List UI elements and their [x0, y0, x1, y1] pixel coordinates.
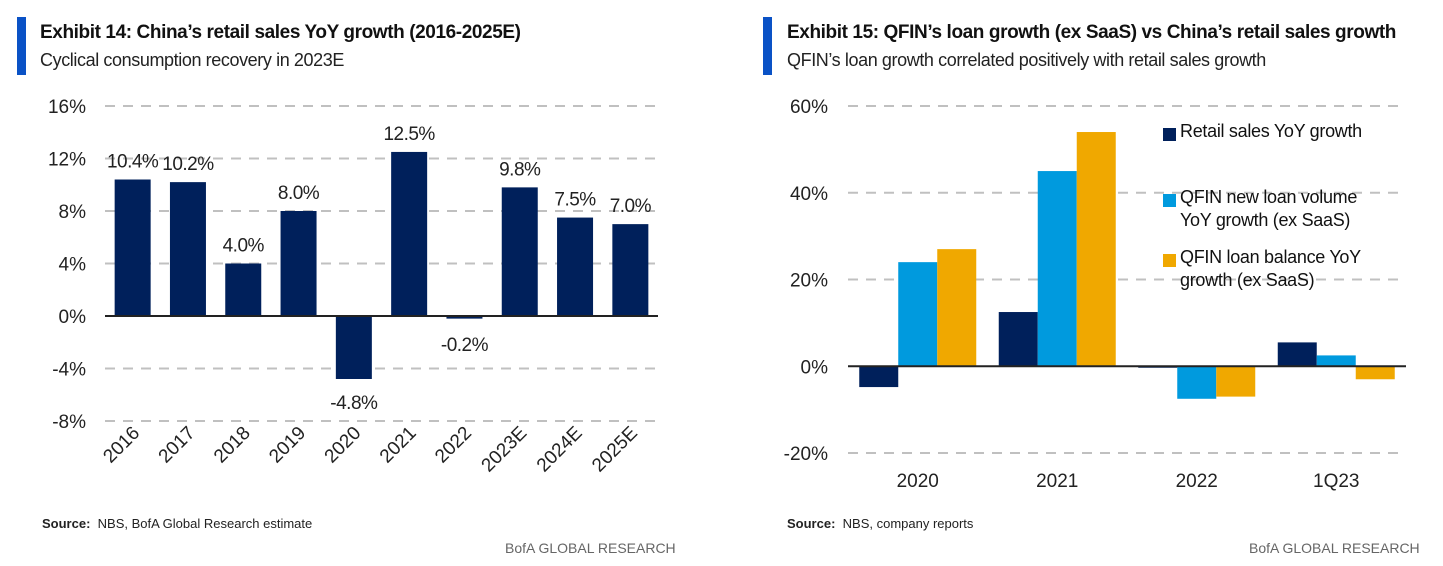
data-label: 10.4% — [107, 152, 159, 173]
bar — [998, 312, 1038, 367]
legend-swatch — [1163, 254, 1176, 267]
bar — [169, 182, 206, 316]
y-tick-label: 12% — [48, 150, 86, 171]
chart-subtitle: Cyclical consumption recovery in 2023E — [40, 50, 344, 70]
bar — [114, 179, 151, 316]
x-tick-label: 2016 — [99, 423, 144, 468]
y-tick-label: 20% — [790, 271, 828, 292]
x-tick-label: 2022 — [1176, 471, 1218, 492]
y-tick-label: 4% — [59, 255, 87, 276]
x-tick-label: 1Q23 — [1313, 471, 1359, 492]
bar — [1076, 132, 1116, 367]
data-label: 7.0% — [610, 196, 652, 217]
data-label: 12.5% — [383, 124, 435, 145]
y-tick-label: 40% — [790, 184, 828, 205]
data-label: 7.5% — [554, 190, 596, 211]
bar — [391, 151, 428, 316]
bar — [225, 263, 262, 316]
legend-swatch — [1163, 128, 1176, 141]
qfin-loan-growth-bar-chart: 60% 40% 20% 0% -20% 2020 2021 2022 1Q23 — [784, 97, 1406, 492]
retail-sales-bar-chart: 16% 12% 8% 4% 0% -4% -8% 10.4% 2016 10.2% 2017 4.0%… — [48, 97, 658, 477]
source-label: Source: — [42, 516, 91, 531]
legend-label: QFIN loan balance YoY growth (ex SaaS) — [1180, 246, 1361, 292]
x-tick-label: 2020 — [897, 471, 939, 492]
x-tick-label: 2023E — [478, 423, 532, 477]
y-tick-label: 8% — [59, 202, 87, 223]
title-accent-bar — [17, 17, 26, 75]
chart-title: Exhibit 15: QFIN’s loan growth (ex SaaS)… — [787, 22, 1396, 43]
exhibit-14-panel: Exhibit 14: China’s retail sales YoY gro… — [0, 0, 720, 566]
data-label: -4.8% — [330, 393, 378, 414]
brand-footer: BofA GLOBAL RESEARCH — [505, 540, 676, 556]
bar — [501, 187, 538, 316]
legend-label: Retail sales YoY growth — [1180, 120, 1362, 143]
exhibit-15-panel: Exhibit 15: QFIN’s loan growth (ex SaaS)… — [763, 0, 1443, 566]
bar — [335, 316, 372, 379]
y-tick-label: 16% — [48, 97, 86, 118]
y-tick-label: -20% — [784, 444, 828, 465]
x-tick-label: 2021 — [376, 423, 421, 468]
legend-label: QFIN new loan volume YoY growth (ex SaaS) — [1180, 186, 1357, 232]
y-tick-label: 0% — [59, 307, 87, 328]
title-accent-bar — [763, 17, 772, 75]
bar — [1037, 171, 1077, 367]
bar — [1177, 366, 1217, 399]
source-text: NBS, BofA Global Research estimate — [97, 516, 313, 531]
bar — [1355, 366, 1395, 380]
legend-swatch — [1163, 194, 1176, 207]
bar — [937, 249, 977, 367]
bar — [557, 217, 594, 316]
data-label: 10.2% — [162, 154, 214, 175]
data-label: 8.0% — [278, 183, 320, 204]
source-label: Source: — [787, 516, 836, 531]
chart-title: Exhibit 14: China’s retail sales YoY gro… — [40, 22, 521, 43]
brand-footer: BofA GLOBAL RESEARCH — [1249, 540, 1420, 556]
y-tick-label: -4% — [52, 360, 86, 381]
bar — [859, 366, 899, 388]
bar — [446, 316, 483, 319]
bar — [1316, 355, 1356, 367]
x-tick-label: 2025E — [588, 423, 642, 477]
bar — [1216, 366, 1256, 397]
x-tick-label: 2019 — [265, 423, 310, 468]
source-text: NBS, company reports — [842, 516, 974, 531]
legend-label-line: QFIN loan balance YoY — [1180, 247, 1361, 267]
y-tick-label: 0% — [801, 357, 829, 378]
x-tick-label: 2024E — [533, 423, 587, 477]
legend-label-line: growth (ex SaaS) — [1180, 270, 1315, 290]
source-note: Source: NBS, company reports — [787, 516, 973, 531]
chart-subtitle: QFIN’s loan growth correlated positively… — [787, 50, 1266, 70]
data-label: 4.0% — [223, 236, 265, 257]
legend-label-line: QFIN new loan volume — [1180, 187, 1358, 207]
legend-label-line: Retail sales YoY growth — [1180, 121, 1362, 141]
bar — [280, 211, 317, 316]
x-tick-label: 2021 — [1036, 471, 1078, 492]
x-tick-label: 2018 — [210, 423, 255, 468]
data-label: -0.2% — [441, 335, 489, 356]
source-note: Source: NBS, BofA Global Research estima… — [42, 516, 312, 531]
bar — [612, 224, 649, 316]
y-tick-label: 60% — [790, 97, 828, 118]
x-tick-label: 2022 — [431, 423, 476, 468]
legend-label-line: YoY growth (ex SaaS) — [1180, 210, 1351, 230]
data-label: 9.8% — [499, 159, 541, 180]
x-tick-label: 2017 — [155, 423, 200, 468]
y-tick-label: -8% — [52, 412, 86, 433]
bar — [1277, 342, 1317, 367]
x-tick-label: 2020 — [321, 423, 366, 468]
bar — [898, 262, 938, 367]
